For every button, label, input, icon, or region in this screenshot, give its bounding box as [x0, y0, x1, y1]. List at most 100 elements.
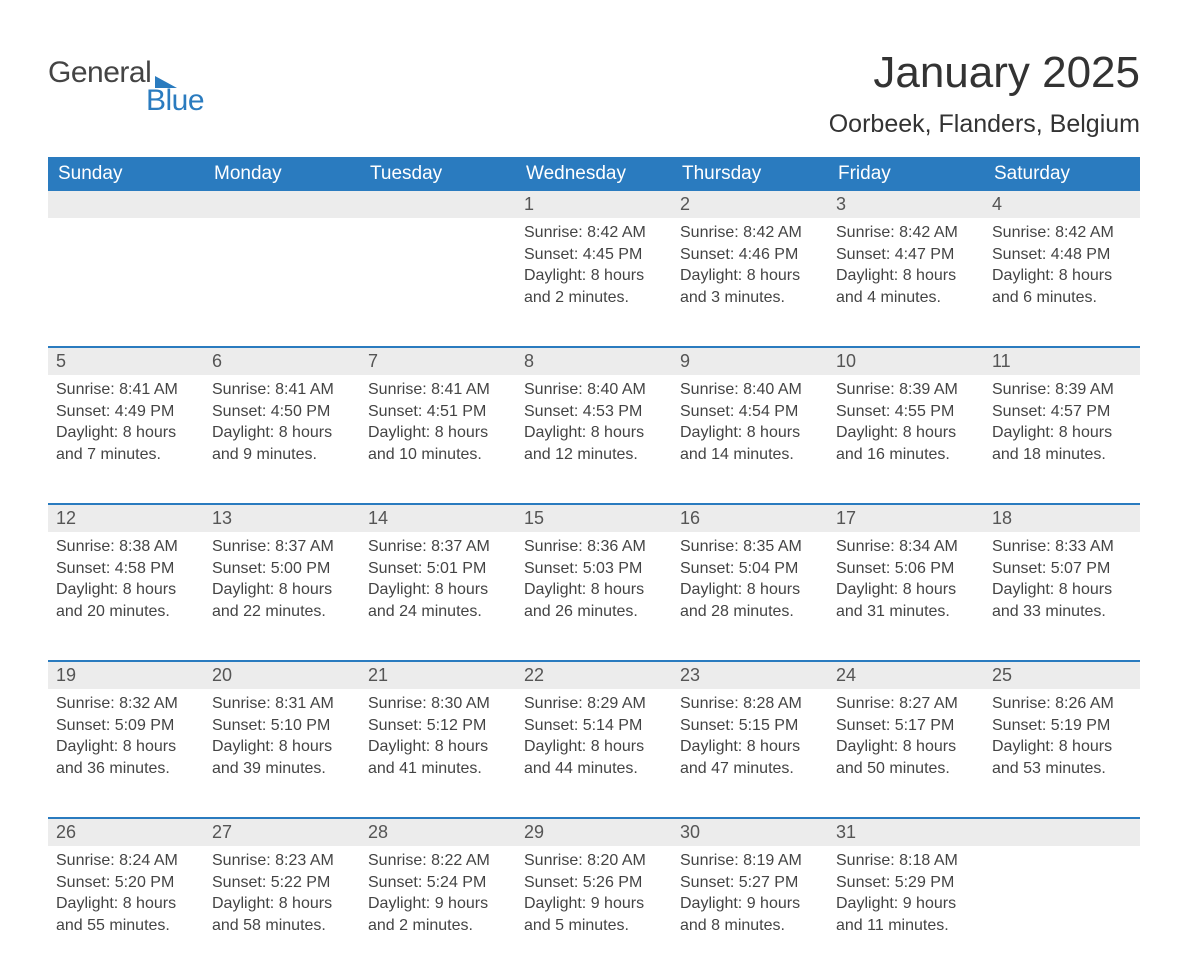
- day-number: 22: [516, 660, 672, 689]
- daylight-value: Daylight: 8 hours and 7 minutes.: [56, 422, 196, 465]
- day-number: 9: [672, 346, 828, 375]
- sunrise-value: Sunrise: 8:42 AM: [524, 222, 664, 244]
- daylight-value: Daylight: 8 hours and 53 minutes.: [992, 736, 1132, 779]
- sunset-value: Sunset: 5:07 PM: [992, 558, 1132, 580]
- daylight-value: Daylight: 9 hours and 5 minutes.: [524, 893, 664, 936]
- day-cell: [360, 218, 516, 346]
- col-thursday: Thursday: [672, 157, 828, 191]
- day-number: 25: [984, 660, 1140, 689]
- day-cell: Sunrise: 8:34 AMSunset: 5:06 PMDaylight:…: [828, 532, 984, 660]
- sunset-value: Sunset: 4:51 PM: [368, 401, 508, 423]
- day-number: 19: [48, 660, 204, 689]
- daylight-value: Daylight: 8 hours and 2 minutes.: [524, 265, 664, 308]
- sunrise-value: Sunrise: 8:27 AM: [836, 693, 976, 715]
- sunrise-value: Sunrise: 8:41 AM: [56, 379, 196, 401]
- day-number: [360, 191, 516, 218]
- location-subtitle: Oorbeek, Flanders, Belgium: [829, 110, 1140, 139]
- sunrise-value: Sunrise: 8:37 AM: [212, 536, 352, 558]
- daylight-value: Daylight: 8 hours and 33 minutes.: [992, 579, 1132, 622]
- day-cell: [204, 218, 360, 346]
- sunrise-value: Sunrise: 8:31 AM: [212, 693, 352, 715]
- daylight-value: Daylight: 8 hours and 9 minutes.: [212, 422, 352, 465]
- daylight-value: Daylight: 8 hours and 36 minutes.: [56, 736, 196, 779]
- sunset-value: Sunset: 5:20 PM: [56, 872, 196, 894]
- calendar-table: Sunday Monday Tuesday Wednesday Thursday…: [48, 157, 1140, 974]
- sunrise-value: Sunrise: 8:34 AM: [836, 536, 976, 558]
- day-number: 5: [48, 346, 204, 375]
- day-cell: Sunrise: 8:39 AMSunset: 4:55 PMDaylight:…: [828, 375, 984, 503]
- col-wednesday: Wednesday: [516, 157, 672, 191]
- day-cell: Sunrise: 8:41 AMSunset: 4:49 PMDaylight:…: [48, 375, 204, 503]
- daylight-value: Daylight: 8 hours and 39 minutes.: [212, 736, 352, 779]
- day-number: 14: [360, 503, 516, 532]
- sunset-value: Sunset: 4:45 PM: [524, 244, 664, 266]
- sunrise-value: Sunrise: 8:39 AM: [836, 379, 976, 401]
- sunset-value: Sunset: 5:22 PM: [212, 872, 352, 894]
- page-title: January 2025: [829, 48, 1140, 98]
- day-number: 27: [204, 817, 360, 846]
- sunset-value: Sunset: 5:00 PM: [212, 558, 352, 580]
- sunset-value: Sunset: 5:24 PM: [368, 872, 508, 894]
- sunrise-value: Sunrise: 8:35 AM: [680, 536, 820, 558]
- col-tuesday: Tuesday: [360, 157, 516, 191]
- daylight-value: Daylight: 9 hours and 2 minutes.: [368, 893, 508, 936]
- sunset-value: Sunset: 4:47 PM: [836, 244, 976, 266]
- sunrise-value: Sunrise: 8:40 AM: [524, 379, 664, 401]
- sunrise-value: Sunrise: 8:42 AM: [992, 222, 1132, 244]
- day-number: 16: [672, 503, 828, 532]
- day-cell: Sunrise: 8:42 AMSunset: 4:48 PMDaylight:…: [984, 218, 1140, 346]
- sunrise-value: Sunrise: 8:41 AM: [212, 379, 352, 401]
- day-number: 30: [672, 817, 828, 846]
- sunset-value: Sunset: 4:57 PM: [992, 401, 1132, 423]
- day-number: 15: [516, 503, 672, 532]
- sunset-value: Sunset: 5:06 PM: [836, 558, 976, 580]
- sunrise-value: Sunrise: 8:30 AM: [368, 693, 508, 715]
- daylight-value: Daylight: 8 hours and 20 minutes.: [56, 579, 196, 622]
- day-cell: Sunrise: 8:41 AMSunset: 4:51 PMDaylight:…: [360, 375, 516, 503]
- sunset-value: Sunset: 5:04 PM: [680, 558, 820, 580]
- day-number: 2: [672, 191, 828, 218]
- daylight-value: Daylight: 8 hours and 18 minutes.: [992, 422, 1132, 465]
- sunset-value: Sunset: 5:03 PM: [524, 558, 664, 580]
- sunrise-value: Sunrise: 8:40 AM: [680, 379, 820, 401]
- logo-text-2: Blue: [146, 84, 204, 118]
- logo-text-1: General: [48, 56, 151, 90]
- sunrise-value: Sunrise: 8:39 AM: [992, 379, 1132, 401]
- sunset-value: Sunset: 4:46 PM: [680, 244, 820, 266]
- col-friday: Friday: [828, 157, 984, 191]
- col-saturday: Saturday: [984, 157, 1140, 191]
- sunset-value: Sunset: 4:55 PM: [836, 401, 976, 423]
- day-number: 24: [828, 660, 984, 689]
- daylight-value: Daylight: 8 hours and 58 minutes.: [212, 893, 352, 936]
- daylight-value: Daylight: 8 hours and 50 minutes.: [836, 736, 976, 779]
- sunrise-value: Sunrise: 8:24 AM: [56, 850, 196, 872]
- day-cell: Sunrise: 8:28 AMSunset: 5:15 PMDaylight:…: [672, 689, 828, 817]
- daylight-value: Daylight: 9 hours and 8 minutes.: [680, 893, 820, 936]
- day-cell: Sunrise: 8:42 AMSunset: 4:46 PMDaylight:…: [672, 218, 828, 346]
- daylight-value: Daylight: 8 hours and 41 minutes.: [368, 736, 508, 779]
- sunrise-value: Sunrise: 8:33 AM: [992, 536, 1132, 558]
- col-monday: Monday: [204, 157, 360, 191]
- day-cell: Sunrise: 8:42 AMSunset: 4:45 PMDaylight:…: [516, 218, 672, 346]
- sunset-value: Sunset: 5:27 PM: [680, 872, 820, 894]
- day-number: 31: [828, 817, 984, 846]
- sunrise-value: Sunrise: 8:29 AM: [524, 693, 664, 715]
- sunset-value: Sunset: 4:49 PM: [56, 401, 196, 423]
- day-cell: [984, 846, 1140, 974]
- sunset-value: Sunset: 5:09 PM: [56, 715, 196, 737]
- sunrise-value: Sunrise: 8:19 AM: [680, 850, 820, 872]
- day-number: 6: [204, 346, 360, 375]
- sunrise-value: Sunrise: 8:37 AM: [368, 536, 508, 558]
- day-number: 11: [984, 346, 1140, 375]
- sunrise-value: Sunrise: 8:23 AM: [212, 850, 352, 872]
- daylight-value: Daylight: 8 hours and 44 minutes.: [524, 736, 664, 779]
- day-cell: Sunrise: 8:33 AMSunset: 5:07 PMDaylight:…: [984, 532, 1140, 660]
- daylight-value: Daylight: 8 hours and 31 minutes.: [836, 579, 976, 622]
- day-cell: Sunrise: 8:39 AMSunset: 4:57 PMDaylight:…: [984, 375, 1140, 503]
- day-number: 26: [48, 817, 204, 846]
- day-cell: Sunrise: 8:24 AMSunset: 5:20 PMDaylight:…: [48, 846, 204, 974]
- day-cell: Sunrise: 8:40 AMSunset: 4:53 PMDaylight:…: [516, 375, 672, 503]
- day-number: 29: [516, 817, 672, 846]
- sunrise-value: Sunrise: 8:26 AM: [992, 693, 1132, 715]
- sunrise-value: Sunrise: 8:42 AM: [836, 222, 976, 244]
